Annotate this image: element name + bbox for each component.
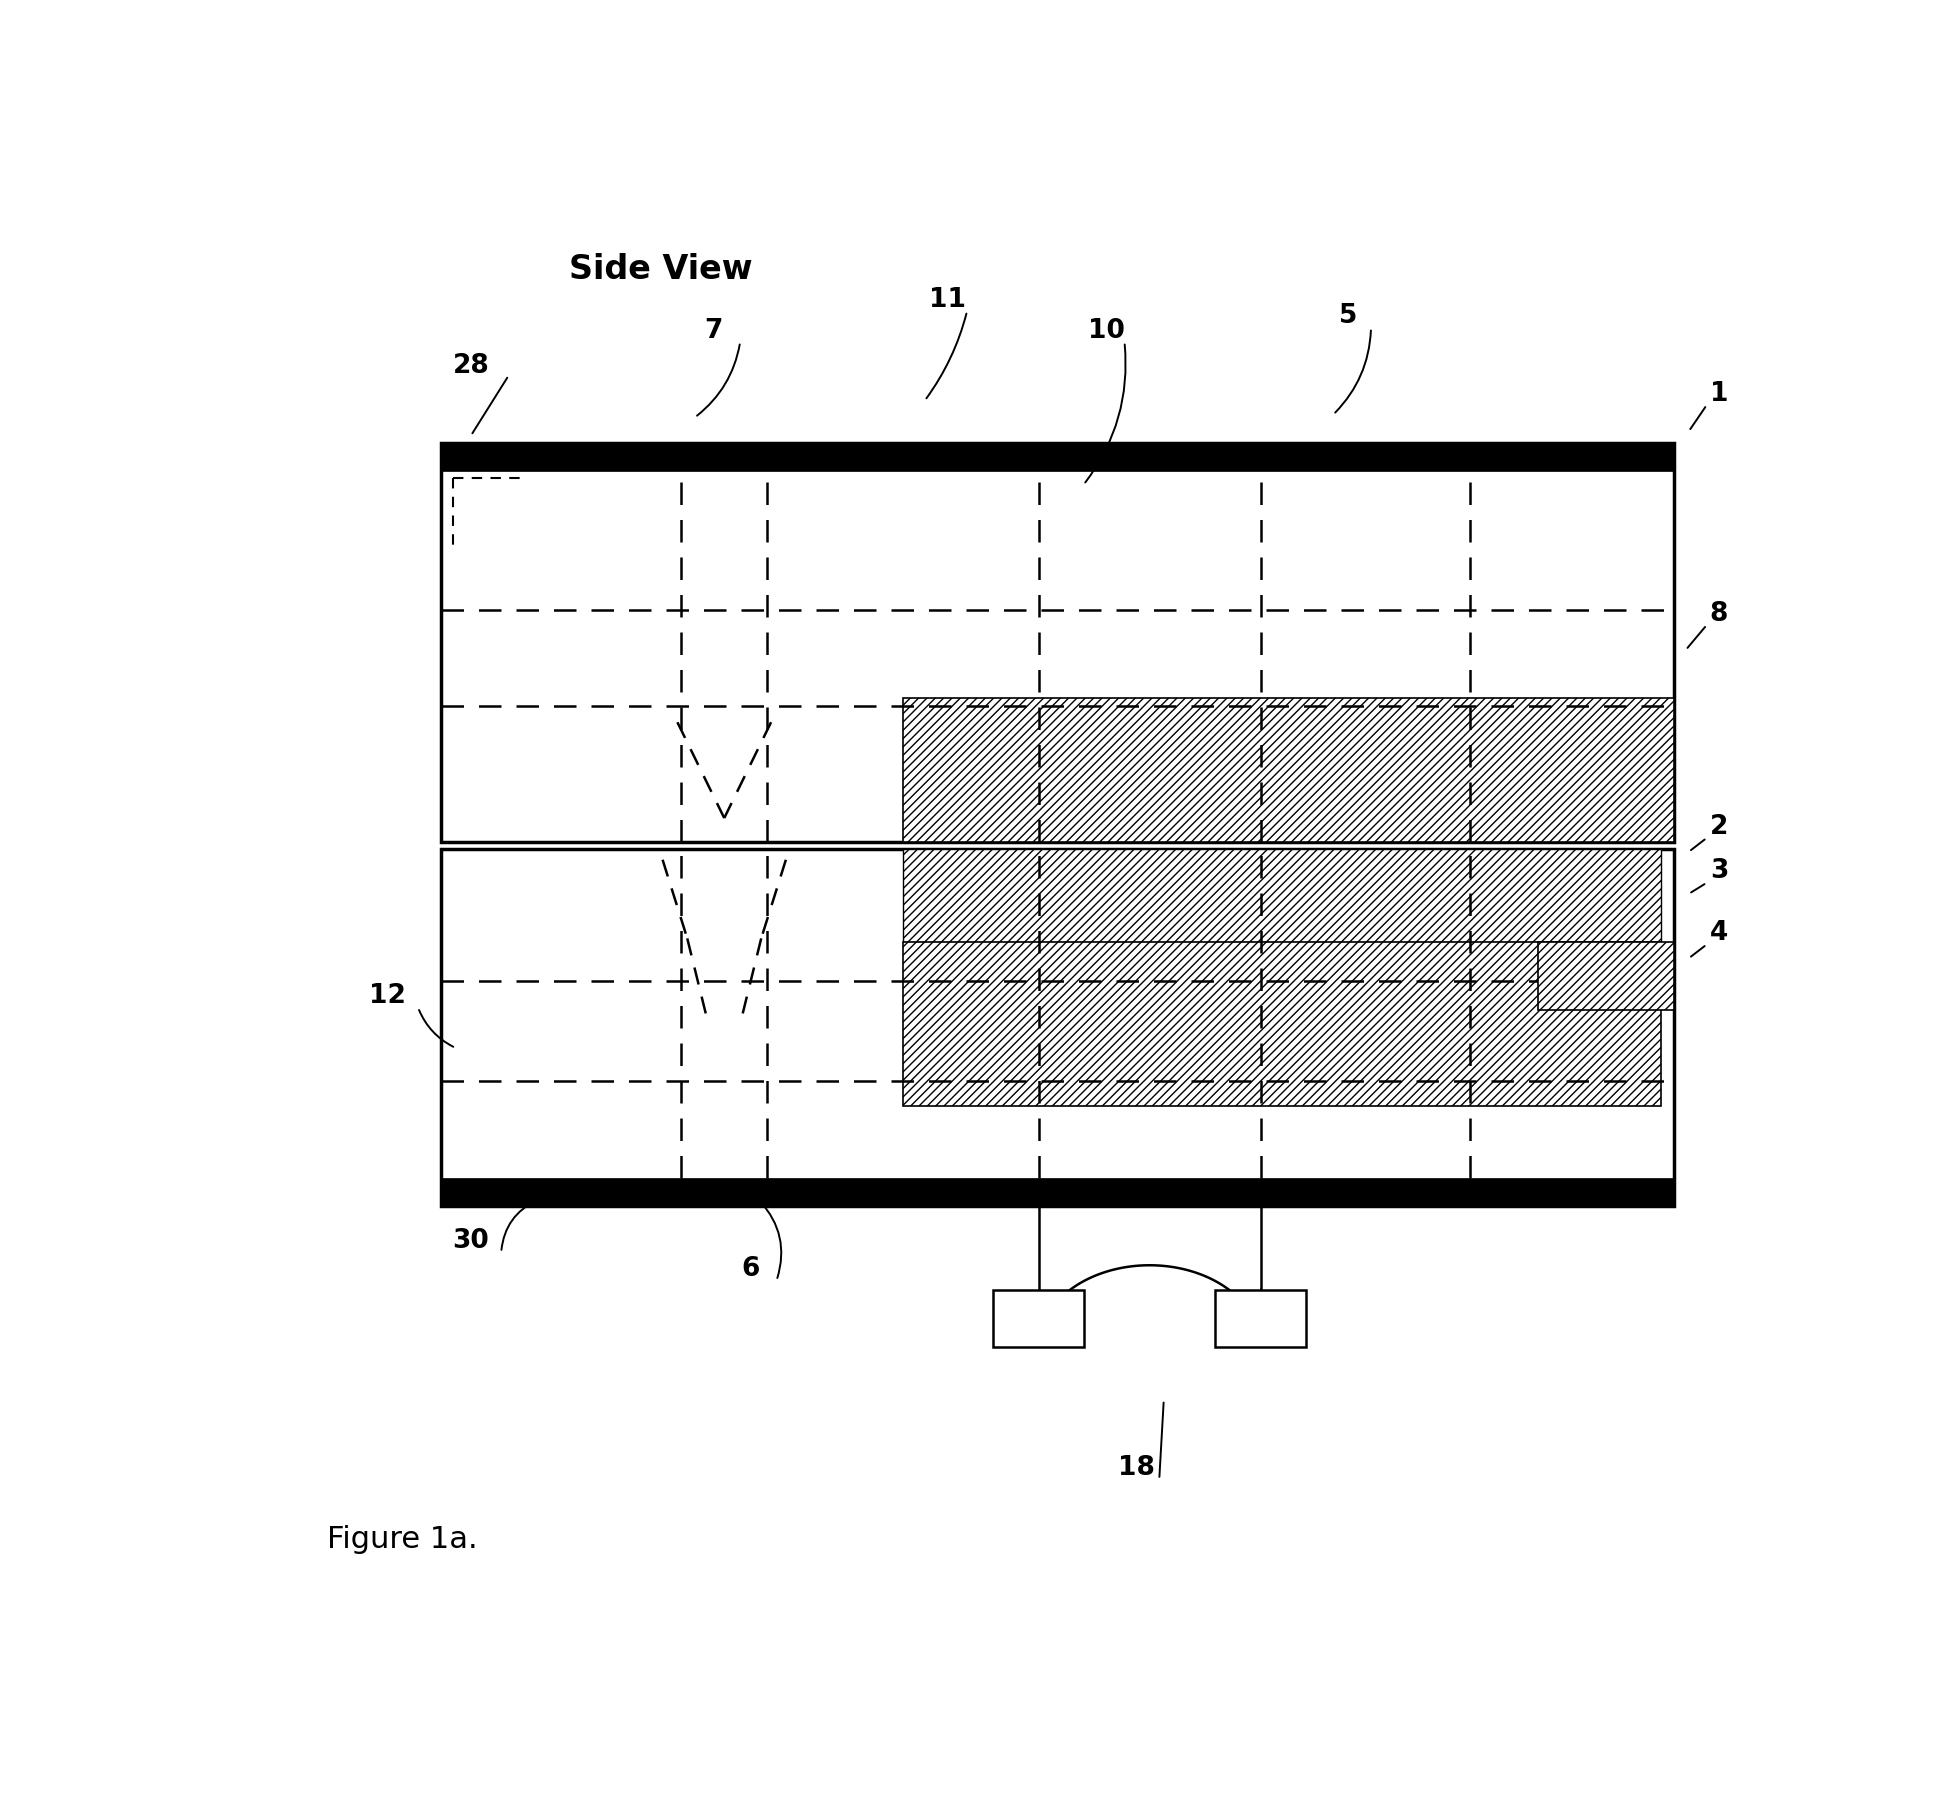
Bar [1538, 943, 1673, 1010]
Text: Figure 1a.: Figure 1a. [328, 1525, 478, 1554]
Bar [441, 442, 1673, 471]
Bar [441, 442, 1673, 843]
Text: 1: 1 [1710, 380, 1728, 406]
Text: 7: 7 [705, 317, 722, 344]
Text: 12: 12 [369, 983, 406, 1008]
Bar [441, 1178, 1673, 1207]
Text: 9: 9 [1238, 1301, 1257, 1327]
Text: 2: 2 [1710, 814, 1728, 839]
Text: 28: 28 [453, 353, 490, 379]
Bar [994, 1290, 1083, 1347]
Bar [904, 699, 1673, 843]
Text: 5: 5 [1339, 304, 1357, 329]
Text: 18: 18 [1118, 1456, 1156, 1481]
Bar [441, 848, 1673, 1207]
Bar [904, 943, 1661, 1107]
Text: 8: 8 [1710, 601, 1728, 626]
Text: 30: 30 [453, 1228, 490, 1254]
Text: 3: 3 [1710, 859, 1728, 885]
Text: 6: 6 [742, 1256, 759, 1283]
Bar [1216, 1290, 1306, 1347]
Bar [904, 848, 1661, 943]
Text: Side View: Side View [570, 253, 753, 286]
Text: 10: 10 [1087, 317, 1124, 344]
Text: 11: 11 [929, 288, 966, 313]
Text: 4: 4 [1710, 921, 1728, 946]
